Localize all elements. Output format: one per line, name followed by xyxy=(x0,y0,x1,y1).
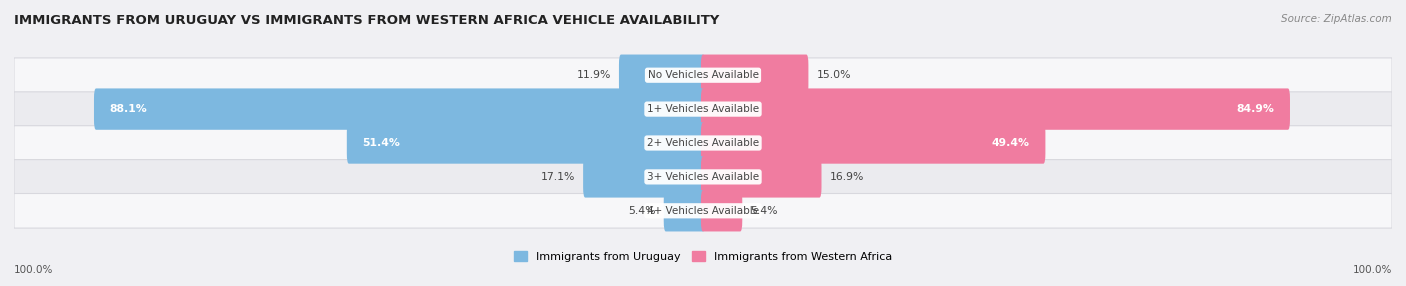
FancyBboxPatch shape xyxy=(702,156,821,198)
FancyBboxPatch shape xyxy=(664,190,704,231)
FancyBboxPatch shape xyxy=(14,58,1392,92)
Text: 51.4%: 51.4% xyxy=(363,138,401,148)
FancyBboxPatch shape xyxy=(583,156,704,198)
FancyBboxPatch shape xyxy=(94,88,704,130)
FancyBboxPatch shape xyxy=(14,126,1392,160)
Text: 49.4%: 49.4% xyxy=(991,138,1029,148)
Text: No Vehicles Available: No Vehicles Available xyxy=(648,70,758,80)
Text: 100.0%: 100.0% xyxy=(1353,265,1392,275)
Text: 5.4%: 5.4% xyxy=(628,206,655,216)
Text: 2+ Vehicles Available: 2+ Vehicles Available xyxy=(647,138,759,148)
FancyBboxPatch shape xyxy=(619,55,704,96)
FancyBboxPatch shape xyxy=(702,88,1289,130)
FancyBboxPatch shape xyxy=(702,55,808,96)
FancyBboxPatch shape xyxy=(14,160,1392,194)
Text: 4+ Vehicles Available: 4+ Vehicles Available xyxy=(647,206,759,216)
FancyBboxPatch shape xyxy=(702,190,742,231)
Text: 3+ Vehicles Available: 3+ Vehicles Available xyxy=(647,172,759,182)
Text: 1+ Vehicles Available: 1+ Vehicles Available xyxy=(647,104,759,114)
FancyBboxPatch shape xyxy=(14,92,1392,126)
Text: 17.1%: 17.1% xyxy=(540,172,575,182)
Text: IMMIGRANTS FROM URUGUAY VS IMMIGRANTS FROM WESTERN AFRICA VEHICLE AVAILABILITY: IMMIGRANTS FROM URUGUAY VS IMMIGRANTS FR… xyxy=(14,14,720,27)
Text: 88.1%: 88.1% xyxy=(110,104,148,114)
Legend: Immigrants from Uruguay, Immigrants from Western Africa: Immigrants from Uruguay, Immigrants from… xyxy=(513,251,893,262)
Text: 15.0%: 15.0% xyxy=(817,70,851,80)
Text: 5.4%: 5.4% xyxy=(751,206,778,216)
FancyBboxPatch shape xyxy=(702,122,1046,164)
Text: 16.9%: 16.9% xyxy=(830,172,865,182)
Text: 84.9%: 84.9% xyxy=(1236,104,1274,114)
Text: 11.9%: 11.9% xyxy=(576,70,610,80)
Text: Source: ZipAtlas.com: Source: ZipAtlas.com xyxy=(1281,14,1392,24)
FancyBboxPatch shape xyxy=(347,122,704,164)
Text: 100.0%: 100.0% xyxy=(14,265,53,275)
FancyBboxPatch shape xyxy=(14,194,1392,228)
